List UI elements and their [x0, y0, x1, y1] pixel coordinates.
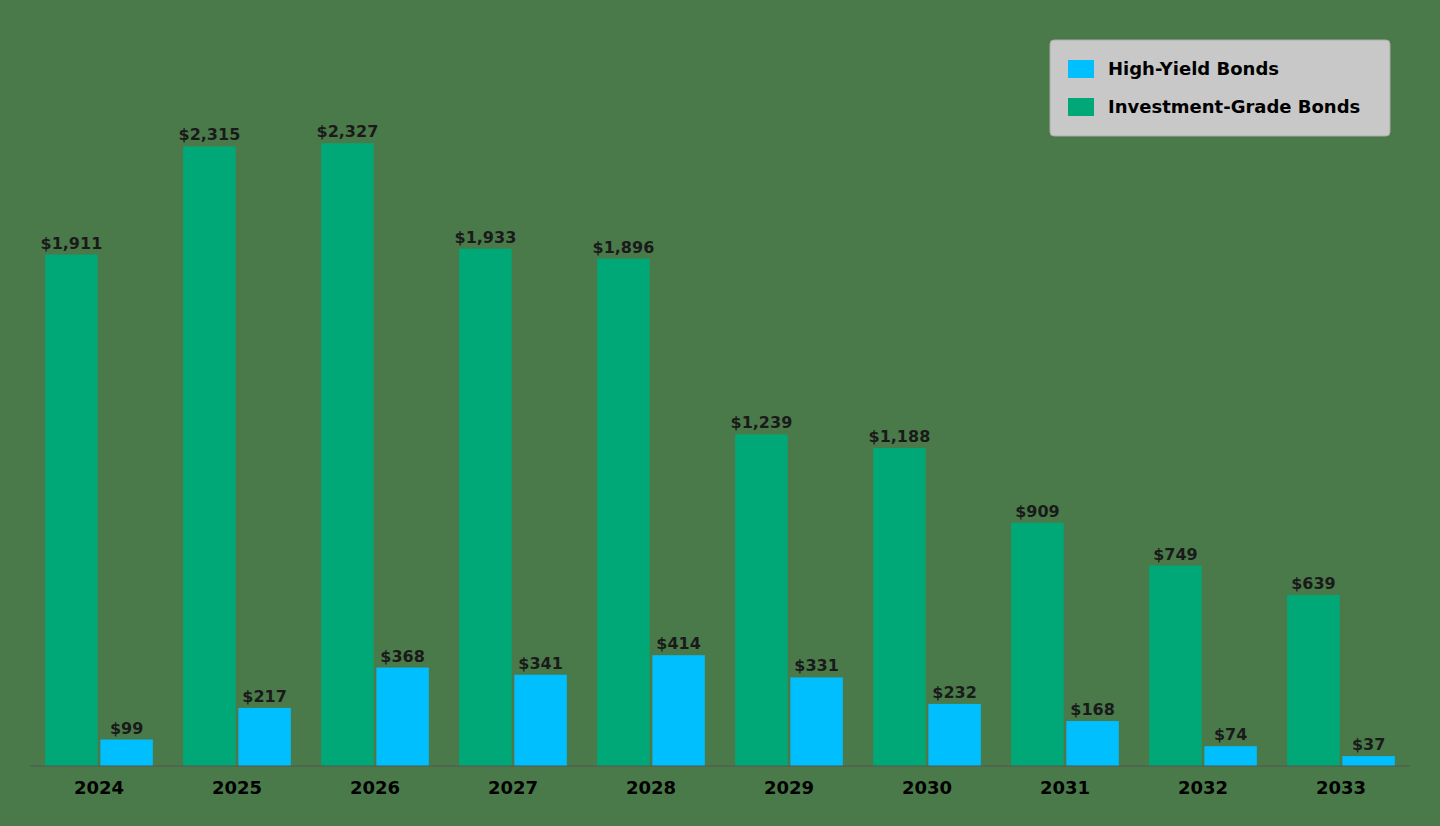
bar — [459, 249, 511, 766]
bar — [1149, 566, 1201, 766]
bars — [45, 143, 1395, 766]
legend-swatch — [1068, 60, 1094, 78]
bar — [238, 708, 290, 766]
legend: High-Yield Bonds Investment-Grade Bonds — [1050, 40, 1390, 136]
data-label: $368 — [380, 647, 425, 666]
bar — [597, 259, 649, 766]
bar — [873, 448, 925, 766]
bar — [1011, 523, 1063, 766]
bar — [321, 143, 373, 766]
data-label: $909 — [1015, 502, 1060, 521]
bar — [790, 677, 842, 766]
x-tick-label: 2030 — [902, 777, 952, 798]
x-axis: 2024 2025 2026 2027 2028 2029 2030 2031 2032 2033 — [30, 766, 1410, 798]
data-label: $341 — [518, 654, 563, 673]
bar — [1204, 746, 1256, 766]
data-label: $1,239 — [731, 413, 793, 432]
data-label: $1,911 — [41, 234, 103, 253]
x-tick-label: 2026 — [350, 777, 400, 798]
bar — [45, 255, 97, 766]
bar — [100, 740, 152, 766]
chart-container: $1,911 $2,315 $2,327 $1,933 $1,896 $1,239 $1,1… — [0, 0, 1440, 826]
data-label: $2,315 — [179, 125, 241, 144]
data-label: $414 — [656, 634, 701, 653]
data-label: $331 — [794, 656, 839, 675]
bar — [1066, 721, 1118, 766]
legend-label: Investment-Grade Bonds — [1108, 96, 1360, 117]
bar — [183, 146, 235, 766]
chart: $1,911 $2,315 $2,327 $1,933 $1,896 $1,239 $1,1… — [0, 0, 1440, 826]
data-label: $1,896 — [593, 238, 655, 257]
data-label: $2,327 — [317, 122, 379, 141]
x-tick-label: 2033 — [1316, 777, 1366, 798]
data-label: $1,188 — [869, 427, 931, 446]
data-label: $232 — [932, 683, 977, 702]
bar — [928, 704, 980, 766]
x-tick-label: 2024 — [74, 777, 124, 798]
x-tick-label: 2032 — [1178, 777, 1228, 798]
x-tick-label: 2031 — [1040, 777, 1090, 798]
background — [0, 0, 1440, 826]
data-label: $217 — [242, 687, 287, 706]
legend-label: High-Yield Bonds — [1108, 58, 1279, 79]
bar — [1342, 756, 1394, 766]
x-tick-label: 2029 — [764, 777, 814, 798]
bar — [652, 655, 704, 766]
bar — [376, 668, 428, 766]
data-label: $99 — [110, 719, 143, 738]
bar — [735, 434, 787, 766]
bar — [514, 675, 566, 766]
data-label: $168 — [1070, 700, 1115, 719]
data-label: $37 — [1352, 735, 1385, 754]
data-label: $1,933 — [455, 228, 517, 247]
data-label: $639 — [1291, 574, 1336, 593]
x-axis-line — [30, 765, 1410, 766]
x-tick-label: 2025 — [212, 777, 262, 798]
legend-swatch — [1068, 98, 1094, 116]
x-tick-label: 2027 — [488, 777, 538, 798]
x-tick-label: 2028 — [626, 777, 676, 798]
bar — [1287, 595, 1339, 766]
legend-frame — [1050, 40, 1390, 136]
data-label: $74 — [1214, 725, 1247, 744]
data-label: $749 — [1153, 545, 1198, 564]
data-labels: $1,911 $2,315 $2,327 $1,933 $1,896 $1,239 $1,1… — [41, 122, 1386, 754]
